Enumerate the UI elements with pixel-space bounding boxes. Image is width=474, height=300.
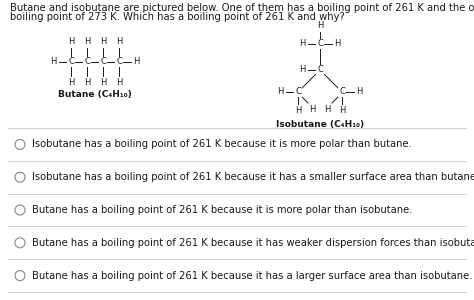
Text: H: H bbox=[84, 78, 90, 87]
Text: Butane has a boiling point of 261 K because it is more polar than isobutane.: Butane has a boiling point of 261 K beca… bbox=[32, 205, 412, 215]
Text: H: H bbox=[133, 58, 139, 67]
Text: boiling point of 273 K. Which has a boiling point of 261 K and why?: boiling point of 273 K. Which has a boil… bbox=[10, 12, 345, 22]
Text: Butane has a boiling point of 261 K because it has a larger surface area than is: Butane has a boiling point of 261 K beca… bbox=[32, 271, 473, 281]
Text: H: H bbox=[300, 65, 306, 74]
Text: C: C bbox=[339, 88, 345, 97]
Text: H: H bbox=[84, 37, 90, 46]
Text: H: H bbox=[300, 40, 306, 49]
Text: H: H bbox=[295, 106, 301, 115]
Text: H: H bbox=[51, 58, 57, 67]
Text: Isobutane has a boiling point of 261 K because it is more polar than butane.: Isobutane has a boiling point of 261 K b… bbox=[32, 140, 412, 149]
Text: H: H bbox=[309, 105, 315, 114]
Text: Butane has a boiling point of 261 K because it has weaker dispersion forces than: Butane has a boiling point of 261 K beca… bbox=[32, 238, 474, 248]
Text: H: H bbox=[116, 37, 122, 46]
Text: H: H bbox=[100, 78, 106, 87]
Text: H: H bbox=[325, 105, 331, 114]
Text: C: C bbox=[317, 40, 323, 49]
Text: Butane (C₄H₁₀): Butane (C₄H₁₀) bbox=[58, 90, 132, 99]
Text: C: C bbox=[116, 58, 122, 67]
Text: H: H bbox=[100, 37, 106, 46]
Text: Butane and isobutane are pictured below. One of them has a boiling point of 261 : Butane and isobutane are pictured below.… bbox=[10, 3, 474, 13]
Text: H: H bbox=[356, 88, 363, 97]
Text: H: H bbox=[68, 37, 74, 46]
Text: H: H bbox=[68, 78, 74, 87]
Text: C: C bbox=[100, 58, 106, 67]
Text: C: C bbox=[68, 58, 74, 67]
Text: C: C bbox=[84, 58, 90, 67]
Text: Isobutane (C₄H₁₀): Isobutane (C₄H₁₀) bbox=[276, 120, 364, 129]
Text: H: H bbox=[116, 78, 122, 87]
Text: H: H bbox=[339, 106, 345, 115]
Text: H: H bbox=[278, 88, 284, 97]
Text: C: C bbox=[295, 88, 301, 97]
Text: C: C bbox=[317, 65, 323, 74]
Text: H: H bbox=[317, 21, 323, 30]
Text: H: H bbox=[334, 40, 340, 49]
Text: Isobutane has a boiling point of 261 K because it has a smaller surface area tha: Isobutane has a boiling point of 261 K b… bbox=[32, 172, 474, 182]
